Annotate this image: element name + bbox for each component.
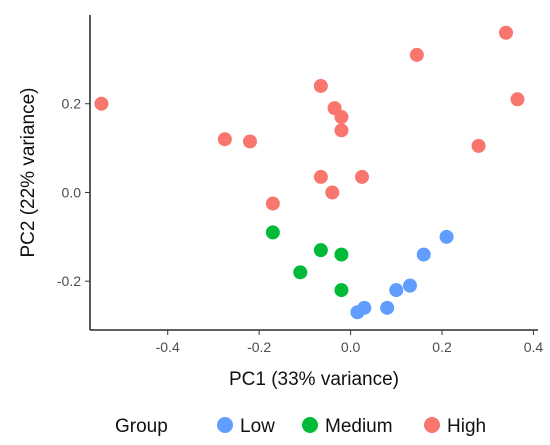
point-high <box>217 132 232 147</box>
point-medium <box>293 265 308 280</box>
x-tick-label: 0.4 <box>524 339 544 355</box>
point-low <box>403 278 417 293</box>
legend-label-low: Low <box>240 416 275 437</box>
point-high <box>471 138 486 153</box>
point-high <box>265 196 280 211</box>
point-high <box>325 185 340 200</box>
x-tick-label: -0.2 <box>247 339 271 355</box>
legend-label-medium: Medium <box>325 416 393 437</box>
legend-swatch-high <box>424 417 440 433</box>
point-high <box>313 78 328 93</box>
point-high <box>94 96 109 111</box>
point-high <box>510 92 525 107</box>
x-tick-label: 0.2 <box>432 339 452 355</box>
legend-swatch-medium <box>302 417 318 433</box>
legend-swatch-low <box>217 417 233 433</box>
point-low <box>439 229 454 244</box>
axes: -0.4 -0.2 0.0 0.2 0.4 -0.2 0.0 0.2 <box>57 15 543 355</box>
legend-label-high: High <box>447 416 486 437</box>
point-high <box>409 47 424 62</box>
point-high <box>334 123 349 138</box>
point-medium <box>265 225 280 240</box>
x-tick-label: -0.4 <box>156 339 180 355</box>
y-tick-label: 0.2 <box>62 96 82 112</box>
point-low <box>389 283 404 298</box>
point-high <box>355 169 369 184</box>
x-axis-title: PC1 (33% variance) <box>229 369 399 390</box>
point-low <box>416 247 431 262</box>
point-high <box>334 110 349 125</box>
legend: Group Low Medium High <box>115 416 486 437</box>
legend-title: Group <box>115 416 168 437</box>
y-tick-label: 0.0 <box>62 184 82 200</box>
point-medium <box>313 243 328 258</box>
y-tick-label: -0.2 <box>57 273 81 289</box>
point-low <box>350 305 365 320</box>
point-low <box>380 300 395 315</box>
point-high <box>313 169 328 184</box>
point-medium <box>334 283 349 298</box>
point-high <box>243 134 257 149</box>
point-high <box>499 25 513 40</box>
point-medium <box>334 247 349 262</box>
y-axis-title: PC2 (22% variance) <box>18 87 39 257</box>
data-points <box>94 25 525 320</box>
x-tick-label: 0.0 <box>341 339 361 355</box>
